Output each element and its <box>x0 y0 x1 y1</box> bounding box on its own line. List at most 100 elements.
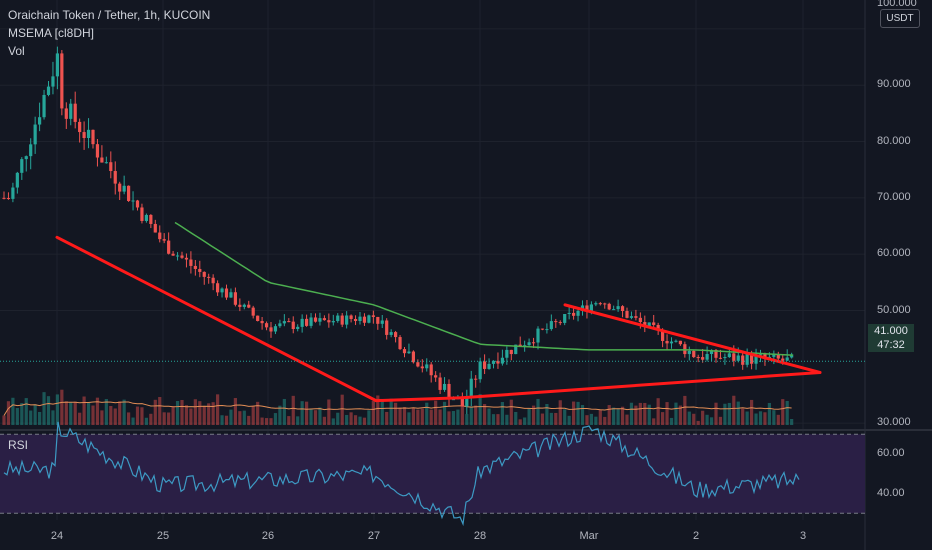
volume-bar <box>95 397 100 425</box>
candle-body <box>291 321 295 330</box>
volume-bar <box>100 410 104 425</box>
candle-body <box>505 349 509 358</box>
volume-bar <box>572 401 576 425</box>
candle-body <box>158 232 162 240</box>
candle-body <box>233 292 237 305</box>
volume-bar <box>776 414 780 425</box>
candle-body <box>51 76 55 87</box>
volume-bar <box>158 397 162 425</box>
candle-body <box>438 377 442 390</box>
x-tick-label: 25 <box>156 530 170 542</box>
candle-body <box>104 162 108 164</box>
candle-body <box>238 304 242 307</box>
candle-body <box>287 321 291 323</box>
volume-bar <box>465 414 469 425</box>
volume-bar <box>122 399 126 425</box>
volume-bar <box>51 410 55 425</box>
candle-body <box>362 316 367 323</box>
volume-bar <box>625 414 629 425</box>
volume-bar <box>313 410 318 425</box>
volume-bar <box>656 398 660 425</box>
volume-bar <box>741 408 745 425</box>
volume-bar <box>518 419 522 425</box>
volume-bar <box>64 401 68 425</box>
volume-bar <box>109 405 113 425</box>
candle-body <box>563 314 567 323</box>
candle-body <box>282 321 286 324</box>
volume-bar <box>376 395 380 425</box>
candle-body <box>416 362 420 367</box>
volume-bar <box>287 416 291 425</box>
volume-bar <box>638 402 642 425</box>
candle-body <box>567 312 571 315</box>
candle-body <box>741 355 745 365</box>
volume-bar <box>238 411 242 425</box>
volume-bar <box>425 402 429 425</box>
volume-bar <box>211 402 215 425</box>
volume-bar <box>216 394 220 425</box>
volume-bar <box>184 405 189 425</box>
volume-bar <box>353 415 358 425</box>
candle-body <box>82 132 86 139</box>
candle-body <box>389 332 393 335</box>
volume-bar <box>407 412 411 425</box>
candle-body <box>131 200 135 202</box>
rsi-band <box>0 433 865 514</box>
volume-bar <box>233 398 237 425</box>
volume-bar <box>785 400 789 425</box>
candle-body <box>487 363 491 369</box>
candle-body <box>60 53 64 109</box>
volume-bar <box>545 403 549 425</box>
rsi-line <box>3 421 800 527</box>
candle-body <box>184 257 189 260</box>
volume-bar <box>442 401 447 425</box>
candle-body <box>496 360 500 364</box>
candle-body <box>687 350 691 355</box>
volume-bar <box>82 396 86 425</box>
volume-bar <box>349 412 353 425</box>
volume-bar <box>767 402 771 425</box>
candle-body <box>705 354 709 360</box>
volume-bar <box>69 402 73 425</box>
candle-body <box>376 316 380 324</box>
volume-bar <box>620 406 625 425</box>
candle-body <box>127 185 131 201</box>
volume-bar <box>665 402 669 425</box>
candle-body <box>24 156 28 160</box>
volume-bar <box>629 402 634 425</box>
volume-bar <box>500 402 504 425</box>
candle-body <box>247 304 251 308</box>
candle-body <box>100 157 104 163</box>
ema-line <box>174 221 794 357</box>
candle-body <box>300 318 304 327</box>
candle-body <box>442 383 447 390</box>
volume-bar <box>278 405 282 425</box>
candle-body <box>398 337 402 350</box>
candle-body <box>33 124 37 145</box>
currency-button[interactable]: USDT <box>880 9 920 28</box>
volume-bar <box>434 400 438 425</box>
volume-bar <box>540 413 545 425</box>
candle-body <box>616 306 620 310</box>
volume-bar <box>505 414 509 425</box>
volume-bar <box>55 394 59 425</box>
volume-bar <box>558 400 562 425</box>
candle-body <box>256 315 260 321</box>
candle-body <box>732 353 736 361</box>
candle-body <box>491 360 496 364</box>
volume-bar <box>162 412 166 425</box>
candle-body <box>207 276 211 278</box>
volume-bar <box>340 394 344 425</box>
volume-bar <box>202 406 206 425</box>
volume-bar <box>745 411 749 425</box>
volume-bar <box>643 402 647 425</box>
rsi-band-fill <box>0 434 865 514</box>
candle-body <box>407 351 411 354</box>
volume-bar <box>750 399 754 425</box>
candle-body <box>193 265 197 269</box>
candle-body <box>669 341 674 344</box>
candle-body <box>781 358 785 361</box>
candle-body <box>411 351 415 363</box>
